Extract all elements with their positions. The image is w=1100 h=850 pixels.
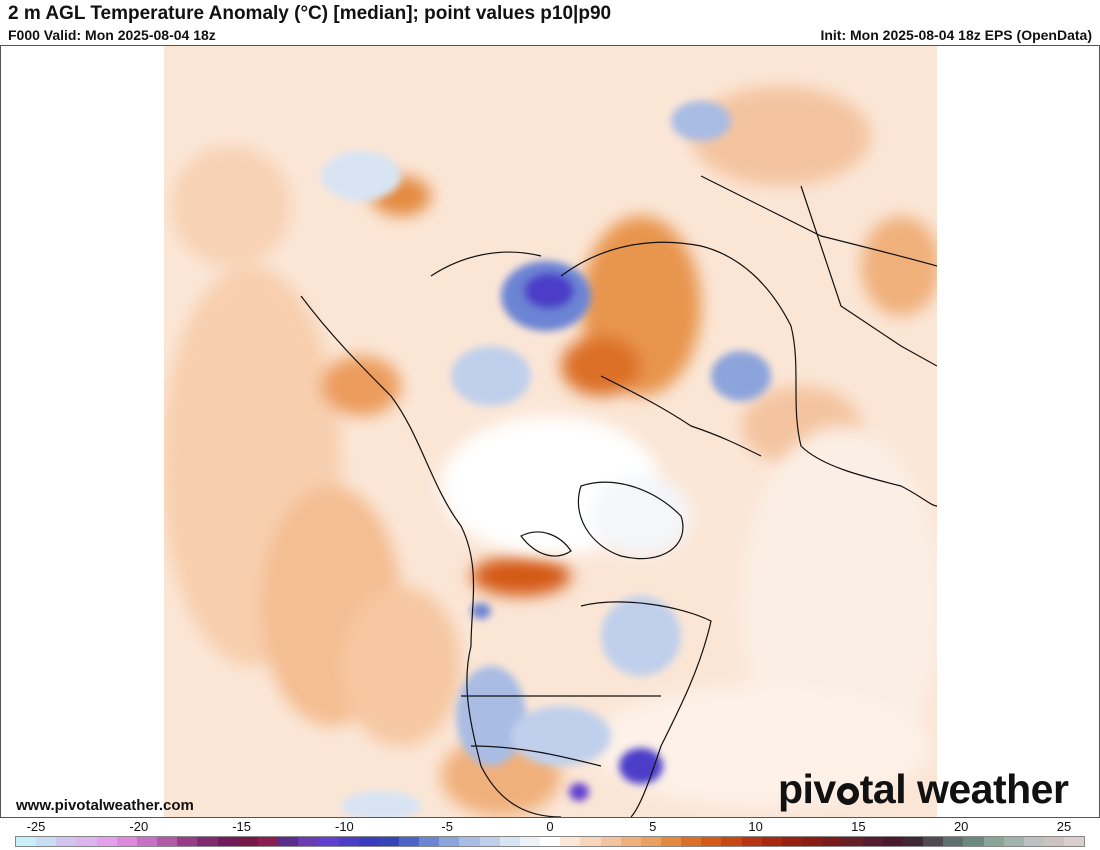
colorbar-swatch: [701, 837, 722, 846]
colorbar-swatch: [358, 837, 379, 846]
colorbar-swatch: [479, 837, 500, 846]
colorbar-swatch: [378, 837, 399, 846]
colorbar-swatch: [419, 837, 440, 846]
colorbar-swatch: [338, 837, 359, 846]
colorbar-swatch: [298, 837, 319, 846]
colorbar-tick-label: 5: [649, 819, 657, 834]
colorbar-swatch: [620, 837, 641, 846]
colorbar-swatch: [721, 837, 742, 846]
colorbar-swatch: [1003, 837, 1024, 846]
coastlines: [300, 175, 937, 817]
colorbar-swatch: [439, 837, 460, 846]
colorbar-swatch: [761, 837, 782, 846]
colorbar-swatch: [1064, 837, 1085, 846]
colorbar-swatch: [36, 837, 57, 846]
colorbar-swatch: [16, 837, 37, 846]
map-panel[interactable]: [0, 45, 1100, 818]
logo-text-right: tal weather: [859, 766, 1069, 812]
colorbar-swatch: [519, 837, 541, 846]
colorbar-tick-label: -5: [441, 819, 453, 834]
colorbar-tick-label: -10: [334, 819, 354, 834]
colorbar-swatch: [96, 837, 117, 846]
colorbar-tick-label: 20: [953, 819, 969, 834]
colorbar-swatch: [237, 837, 258, 846]
colorbar-swatch: [681, 837, 702, 846]
website-url[interactable]: www.pivotalweather.com: [16, 797, 194, 814]
colorbar-swatch: [217, 837, 238, 846]
map-title: 2 m AGL Temperature Anomaly (°C) [median…: [8, 3, 612, 24]
colorbar-swatch: [822, 837, 843, 846]
colorbar-tick-label: -25: [26, 819, 46, 834]
colorbar-swatch: [802, 837, 823, 846]
colorbar-swatch: [923, 837, 944, 846]
colorbar-swatch: [640, 837, 661, 846]
colorbar-swatch: [661, 837, 682, 846]
colorbar-swatch: [197, 837, 218, 846]
colorbar-swatch: [499, 837, 520, 846]
colorbar-swatch: [157, 837, 178, 846]
colorbar-swatch: [116, 837, 137, 846]
logo-text-left: piv: [778, 766, 836, 812]
colorbar-swatch: [459, 837, 480, 846]
colorbar-swatch: [398, 837, 420, 846]
colorbar-swatch: [963, 837, 984, 846]
colorbar-tick-label: -15: [232, 819, 251, 834]
colorbar-swatch: [902, 837, 924, 846]
colorbar-swatch: [1023, 837, 1044, 846]
colorbar-swatch: [781, 837, 803, 846]
colorbar-swatch: [580, 837, 601, 846]
colorbar-swatch: [318, 837, 339, 846]
valid-time: F000 Valid: Mon 2025-08-04 18z: [8, 27, 216, 43]
colorbar: [15, 836, 1085, 847]
colorbar-swatch: [540, 837, 561, 846]
colorbar-swatch: [257, 837, 279, 846]
colorbar-tick-label: -20: [129, 819, 149, 834]
anomaly-map[interactable]: [1, 46, 1099, 817]
colorbar-tick-label: 0: [546, 819, 554, 834]
colorbar-swatch: [983, 837, 1004, 846]
colorbar-tick-label: 25: [1056, 819, 1072, 834]
colorbar-swatch: [943, 837, 964, 846]
init-time: Init: Mon 2025-08-04 18z EPS (OpenData): [820, 27, 1092, 43]
colorbar-swatch: [1043, 837, 1065, 846]
logo-o-icon: [836, 783, 859, 805]
colorbar-swatch: [278, 837, 299, 846]
colorbar-swatch: [56, 837, 77, 846]
anomaly-fill-cool: [321, 101, 771, 817]
colorbar-swatch: [842, 837, 863, 846]
colorbar-swatch: [177, 837, 198, 846]
pivotal-weather-logo: piv tal weather: [778, 766, 1069, 813]
colorbar-tick-label: 15: [851, 819, 866, 834]
colorbar-swatch: [741, 837, 762, 846]
colorbar-swatch: [862, 837, 883, 846]
colorbar-tick-label: 10: [748, 819, 763, 834]
colorbar-swatch: [882, 837, 903, 846]
colorbar-swatch: [600, 837, 621, 846]
colorbar-swatch: [560, 837, 581, 846]
colorbar-swatch: [76, 837, 97, 846]
colorbar-swatch: [136, 837, 158, 846]
